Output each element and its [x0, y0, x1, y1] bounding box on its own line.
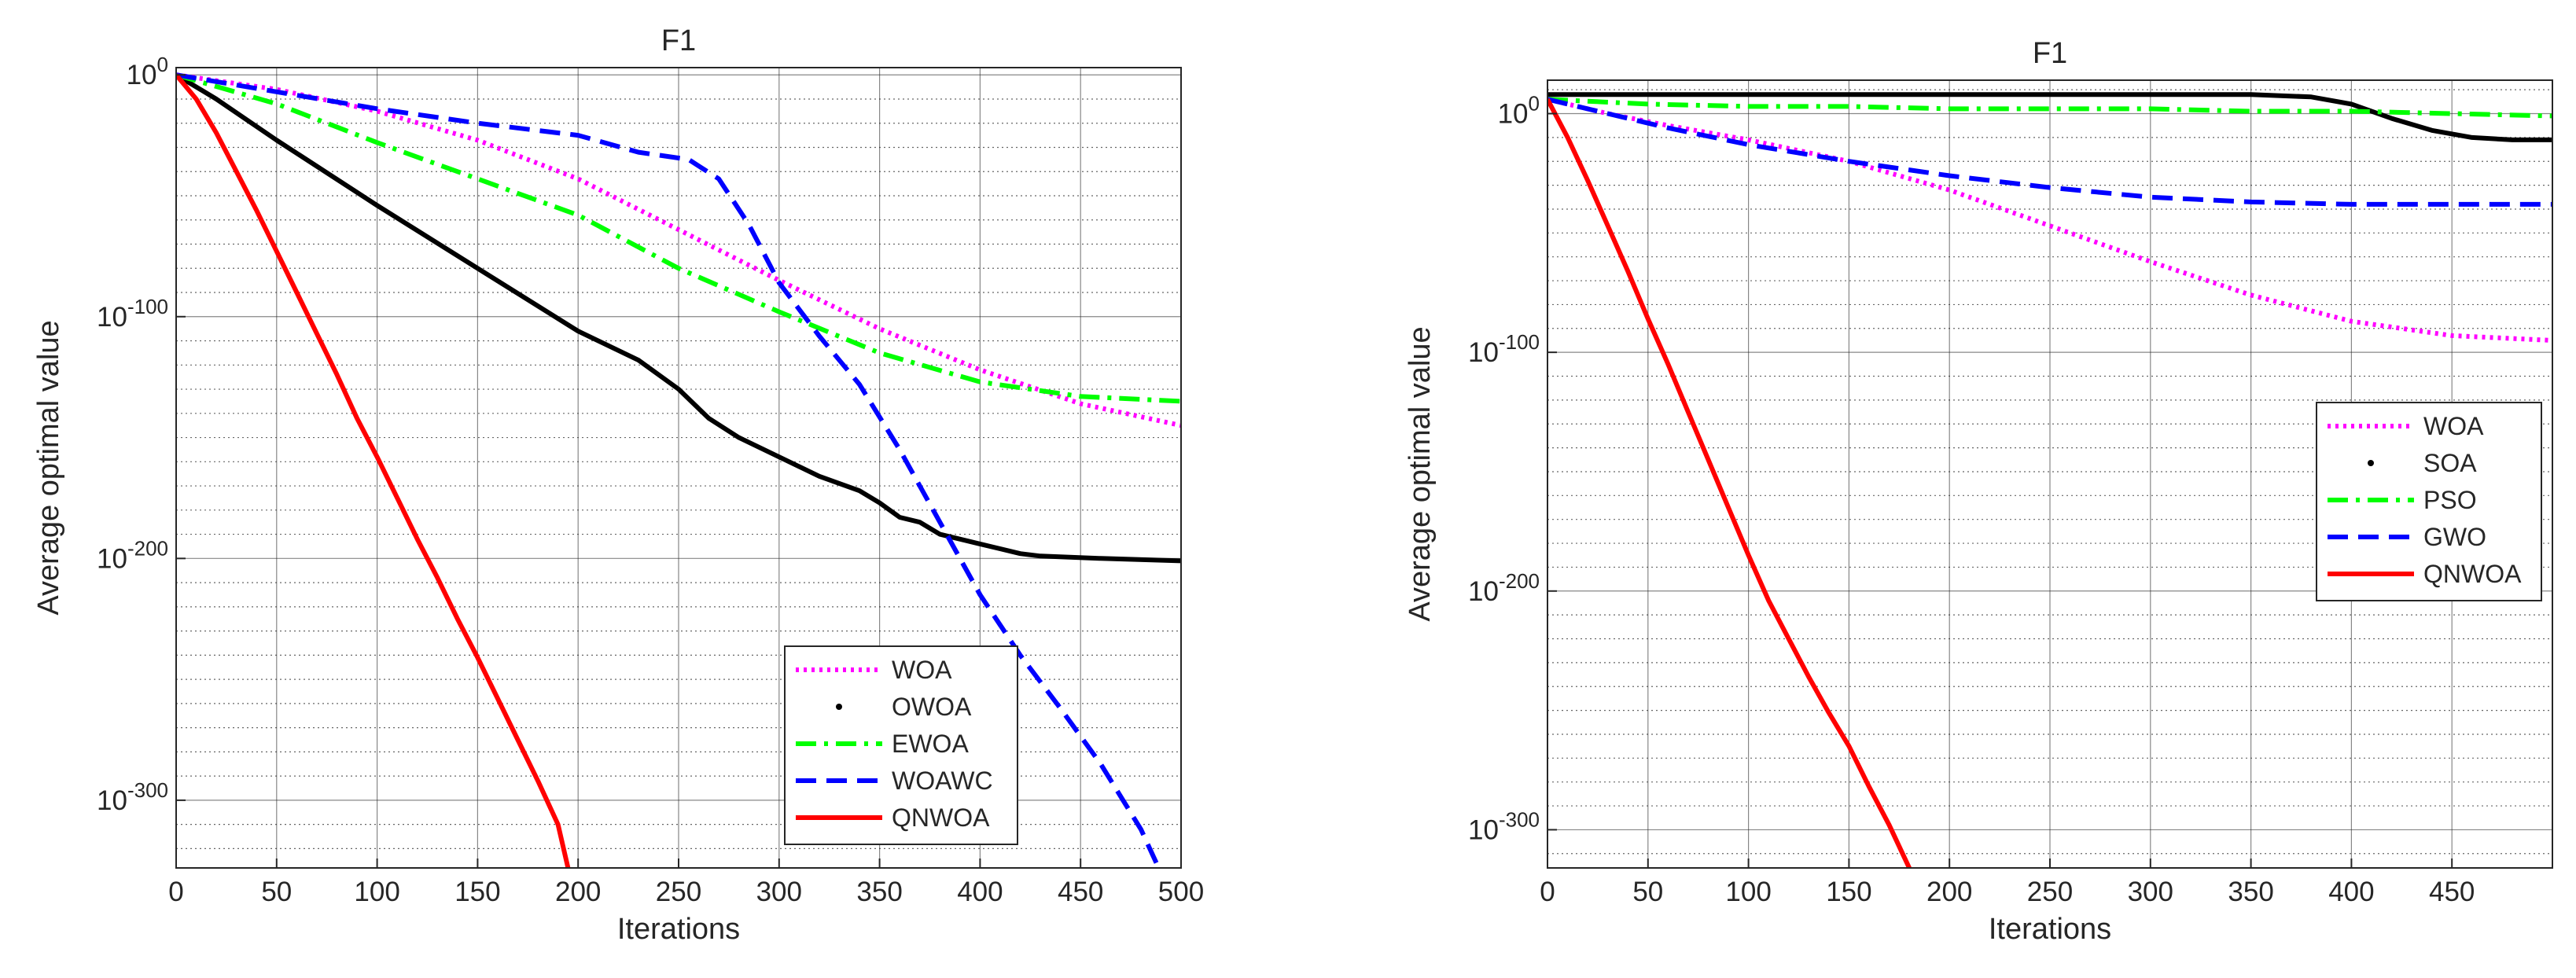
- legend-label-woa: WOA: [892, 656, 952, 684]
- x-tick-label: 350: [856, 877, 902, 907]
- x-tick-label: 400: [957, 877, 1003, 907]
- chart-title: F1: [2033, 37, 2067, 70]
- legend-label-soa: SOA: [2423, 449, 2477, 477]
- legend-label-woa: WOA: [2423, 412, 2484, 440]
- series-gwo-line: [1547, 97, 2552, 207]
- legend-box: [2316, 402, 2542, 601]
- legend-label-qnwoa: QNWOA: [2423, 560, 2522, 588]
- y-tick-label: 10-200: [97, 536, 168, 574]
- legend: WOA SOA PSO GWO QNWOA: [2316, 402, 2542, 601]
- legend-swatch-soa: [2368, 460, 2374, 466]
- y-axis-label: Average optimal value: [1404, 326, 1437, 621]
- legend-label-woawc: WOAWC: [892, 767, 993, 795]
- x-tick-label: 300: [756, 877, 802, 907]
- x-axis-label: Iterations: [1989, 913, 2111, 946]
- y-tick-label: 10-200: [1468, 569, 1540, 607]
- x-axis-label: Iterations: [617, 913, 740, 946]
- x-tick-label: 300: [2128, 877, 2173, 907]
- series-group: [1547, 92, 2552, 868]
- series-owoa-line: [176, 72, 1181, 564]
- chart-title: F1: [661, 24, 696, 57]
- x-tick-label: 50: [261, 877, 292, 907]
- series-pso-line: [1547, 97, 2552, 119]
- chart-left: 0 50 100 150 200 250 300 350 400 450 500 100 10-100 1…: [32, 24, 1204, 946]
- x-tick-label: 500: [1158, 877, 1204, 907]
- legend-label-gwo: GWO: [2423, 523, 2486, 551]
- x-tick-label: 100: [1725, 877, 1771, 907]
- x-tick-label: 200: [555, 877, 601, 907]
- series-soa-line: [1547, 92, 2552, 142]
- x-tick-label: 100: [354, 877, 399, 907]
- y-tick-label: 10-100: [97, 295, 168, 333]
- x-tick-label: 0: [1540, 877, 1555, 907]
- series-group: [176, 72, 1181, 868]
- x-tick-label: 150: [1826, 877, 1871, 907]
- legend-box: [784, 645, 1018, 845]
- series-ewoa-line: [176, 72, 1181, 404]
- x-tick-label: 0: [168, 877, 183, 907]
- legend-label-qnwoa: QNWOA: [892, 803, 990, 832]
- x-tick-label: 450: [2429, 877, 2475, 907]
- series-woa-line: [1547, 97, 2552, 343]
- series-woawc-line: [176, 72, 1161, 868]
- y-tick-label: 100: [127, 53, 168, 90]
- x-tick-label: 50: [1632, 877, 1663, 907]
- x-tick-label: 200: [1926, 877, 1972, 907]
- x-tick-label: 250: [2027, 877, 2073, 907]
- series-woa-line: [176, 72, 1181, 428]
- x-tick-label: 400: [2328, 877, 2374, 907]
- x-tick-label: 350: [2228, 877, 2273, 907]
- x-tick-label: 450: [1058, 877, 1103, 907]
- y-axis-label: Average optimal value: [32, 320, 65, 615]
- chart-right: 0 50 100 150 200 250 300 350 400 450 100 10-100 10-2…: [1404, 37, 2553, 946]
- series-qnwoa-line: [1547, 97, 1912, 868]
- y-tick-label: 10-100: [1468, 330, 1540, 368]
- legend-label-pso: PSO: [2423, 486, 2477, 514]
- y-tick-label: 10-300: [97, 778, 168, 816]
- legend-label-ewoa: EWOA: [892, 730, 969, 758]
- legend-label-owoa: OWOA: [892, 693, 972, 721]
- legend-swatch-owoa: [836, 704, 842, 710]
- y-tick-label: 100: [1498, 92, 1540, 130]
- x-tick-label: 150: [454, 877, 500, 907]
- y-tick-label: 10-300: [1468, 807, 1540, 845]
- x-tick-label: 250: [656, 877, 701, 907]
- series-qnwoa-line: [176, 73, 571, 868]
- legend: WOA OWOA EWOA WOAWC QNWOA: [784, 645, 1018, 845]
